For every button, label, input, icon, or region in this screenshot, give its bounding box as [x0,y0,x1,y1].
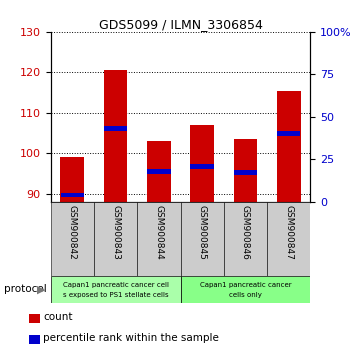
Title: GDS5099 / ILMN_3306854: GDS5099 / ILMN_3306854 [99,18,262,31]
Bar [224,202,267,276]
Text: GSM900844: GSM900844 [155,205,163,260]
Text: GSM900843: GSM900843 [111,205,120,261]
Bar [267,202,310,276]
Text: GSM900846: GSM900846 [241,205,250,261]
Bar [94,202,137,276]
Text: Capan1 pancreatic cancer cell: Capan1 pancreatic cancer cell [62,282,169,289]
Bar [60,157,84,202]
Bar [137,202,180,276]
Bar [147,169,170,173]
Bar [190,125,214,202]
Text: protocol: protocol [4,284,46,295]
Bar [104,70,127,202]
Bar [61,193,84,198]
Bar [51,202,94,276]
Text: Capan1 pancreatic cancer: Capan1 pancreatic cancer [200,282,291,289]
Bar [104,126,127,131]
Text: percentile rank within the sample: percentile rank within the sample [43,333,219,343]
Bar [147,141,171,202]
Bar [277,131,300,136]
Text: count: count [43,312,73,322]
Text: GSM900845: GSM900845 [198,205,206,261]
Bar [180,276,310,303]
Text: GSM900842: GSM900842 [68,205,77,260]
Bar [51,276,180,303]
Bar [191,164,214,169]
Text: GSM900847: GSM900847 [284,205,293,261]
Bar [234,171,257,175]
Text: s exposed to PS1 stellate cells: s exposed to PS1 stellate cells [63,292,168,298]
Bar [180,202,224,276]
Bar [277,91,301,202]
Text: cells only: cells only [229,292,262,298]
Text: ▶: ▶ [36,284,45,295]
Bar [234,139,257,202]
